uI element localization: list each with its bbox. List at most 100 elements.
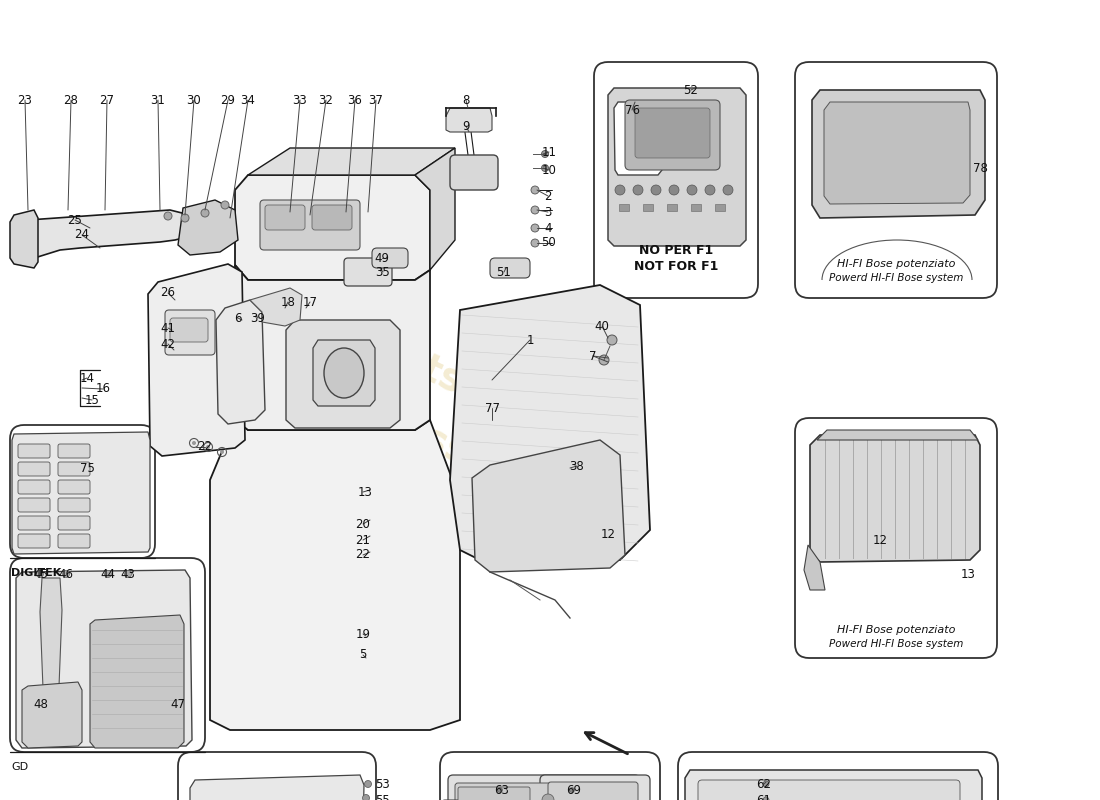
Circle shape bbox=[164, 212, 172, 220]
Circle shape bbox=[763, 781, 769, 787]
Text: 6: 6 bbox=[234, 311, 242, 325]
Text: 12: 12 bbox=[601, 527, 616, 541]
Bar bbox=[644, 204, 653, 211]
Polygon shape bbox=[12, 432, 150, 554]
Circle shape bbox=[607, 335, 617, 345]
Text: 11: 11 bbox=[541, 146, 557, 158]
Circle shape bbox=[363, 794, 370, 800]
Polygon shape bbox=[248, 148, 455, 175]
FancyBboxPatch shape bbox=[18, 516, 50, 530]
Text: 63: 63 bbox=[495, 783, 509, 797]
Circle shape bbox=[531, 206, 539, 214]
Text: HI-FI Bose potenziato: HI-FI Bose potenziato bbox=[837, 625, 955, 635]
Circle shape bbox=[36, 570, 44, 578]
Polygon shape bbox=[450, 285, 650, 565]
Text: 39: 39 bbox=[251, 311, 265, 325]
Text: 61: 61 bbox=[757, 794, 771, 800]
Circle shape bbox=[705, 185, 715, 195]
Polygon shape bbox=[190, 775, 364, 800]
Text: 41: 41 bbox=[161, 322, 176, 334]
FancyBboxPatch shape bbox=[458, 787, 530, 800]
Text: 13: 13 bbox=[960, 567, 976, 581]
Polygon shape bbox=[210, 420, 460, 730]
Text: 77: 77 bbox=[484, 402, 499, 414]
Circle shape bbox=[531, 239, 539, 247]
Text: 30: 30 bbox=[187, 94, 201, 106]
FancyBboxPatch shape bbox=[372, 248, 408, 268]
FancyBboxPatch shape bbox=[58, 444, 90, 458]
Text: 49: 49 bbox=[374, 251, 389, 265]
FancyBboxPatch shape bbox=[58, 462, 90, 476]
Circle shape bbox=[364, 781, 372, 787]
FancyBboxPatch shape bbox=[635, 108, 710, 158]
Text: 5: 5 bbox=[360, 649, 366, 662]
Text: 19: 19 bbox=[355, 627, 371, 641]
FancyBboxPatch shape bbox=[265, 205, 305, 230]
Circle shape bbox=[723, 185, 733, 195]
Circle shape bbox=[104, 570, 111, 578]
Text: 69: 69 bbox=[566, 783, 582, 797]
Circle shape bbox=[632, 185, 644, 195]
Text: 24: 24 bbox=[75, 229, 89, 242]
Text: 4: 4 bbox=[544, 222, 552, 234]
Text: 16: 16 bbox=[96, 382, 110, 395]
Text: 13: 13 bbox=[358, 486, 373, 498]
Polygon shape bbox=[415, 148, 455, 270]
FancyBboxPatch shape bbox=[58, 498, 90, 512]
Text: 55: 55 bbox=[375, 794, 390, 800]
Text: 37: 37 bbox=[368, 94, 384, 106]
FancyBboxPatch shape bbox=[18, 534, 50, 548]
FancyBboxPatch shape bbox=[18, 498, 50, 512]
Text: 1: 1 bbox=[526, 334, 534, 346]
FancyBboxPatch shape bbox=[448, 775, 640, 800]
FancyBboxPatch shape bbox=[678, 752, 998, 800]
FancyBboxPatch shape bbox=[455, 783, 580, 800]
Polygon shape bbox=[22, 682, 82, 748]
Text: 14: 14 bbox=[79, 371, 95, 385]
Polygon shape bbox=[810, 435, 980, 562]
Circle shape bbox=[570, 787, 574, 793]
FancyBboxPatch shape bbox=[10, 558, 205, 752]
Circle shape bbox=[600, 355, 609, 365]
Circle shape bbox=[206, 445, 210, 449]
Text: 32: 32 bbox=[319, 94, 333, 106]
Text: 51: 51 bbox=[496, 266, 512, 278]
Text: 78: 78 bbox=[972, 162, 988, 174]
Bar bbox=[691, 204, 701, 211]
Polygon shape bbox=[314, 340, 375, 406]
Text: 25: 25 bbox=[67, 214, 82, 226]
FancyBboxPatch shape bbox=[490, 258, 530, 278]
FancyBboxPatch shape bbox=[58, 534, 90, 548]
Text: 40: 40 bbox=[595, 319, 609, 333]
Text: HI-FI Bose potenziato: HI-FI Bose potenziato bbox=[837, 259, 955, 269]
Text: 38: 38 bbox=[570, 459, 584, 473]
Polygon shape bbox=[28, 210, 200, 260]
Text: Powerd HI-FI Bose system: Powerd HI-FI Bose system bbox=[828, 273, 964, 283]
Polygon shape bbox=[812, 90, 984, 218]
Text: 26: 26 bbox=[161, 286, 176, 299]
Text: 27: 27 bbox=[99, 94, 114, 106]
Text: 43: 43 bbox=[121, 567, 135, 581]
Circle shape bbox=[63, 570, 69, 578]
Circle shape bbox=[220, 450, 224, 454]
Circle shape bbox=[201, 209, 209, 217]
Text: 9: 9 bbox=[462, 119, 470, 133]
Bar bbox=[619, 204, 629, 211]
Polygon shape bbox=[10, 210, 38, 268]
Polygon shape bbox=[40, 578, 62, 714]
Circle shape bbox=[651, 185, 661, 195]
Text: 34: 34 bbox=[241, 94, 255, 106]
Circle shape bbox=[763, 797, 769, 800]
Polygon shape bbox=[16, 570, 192, 748]
Circle shape bbox=[497, 787, 503, 793]
FancyBboxPatch shape bbox=[165, 310, 214, 355]
Bar bbox=[667, 204, 676, 211]
FancyBboxPatch shape bbox=[18, 480, 50, 494]
Text: 12: 12 bbox=[872, 534, 888, 546]
Bar bbox=[715, 204, 725, 211]
Polygon shape bbox=[216, 300, 265, 424]
FancyBboxPatch shape bbox=[795, 418, 997, 658]
Circle shape bbox=[688, 185, 697, 195]
Circle shape bbox=[221, 201, 229, 209]
Text: 3: 3 bbox=[544, 206, 552, 218]
